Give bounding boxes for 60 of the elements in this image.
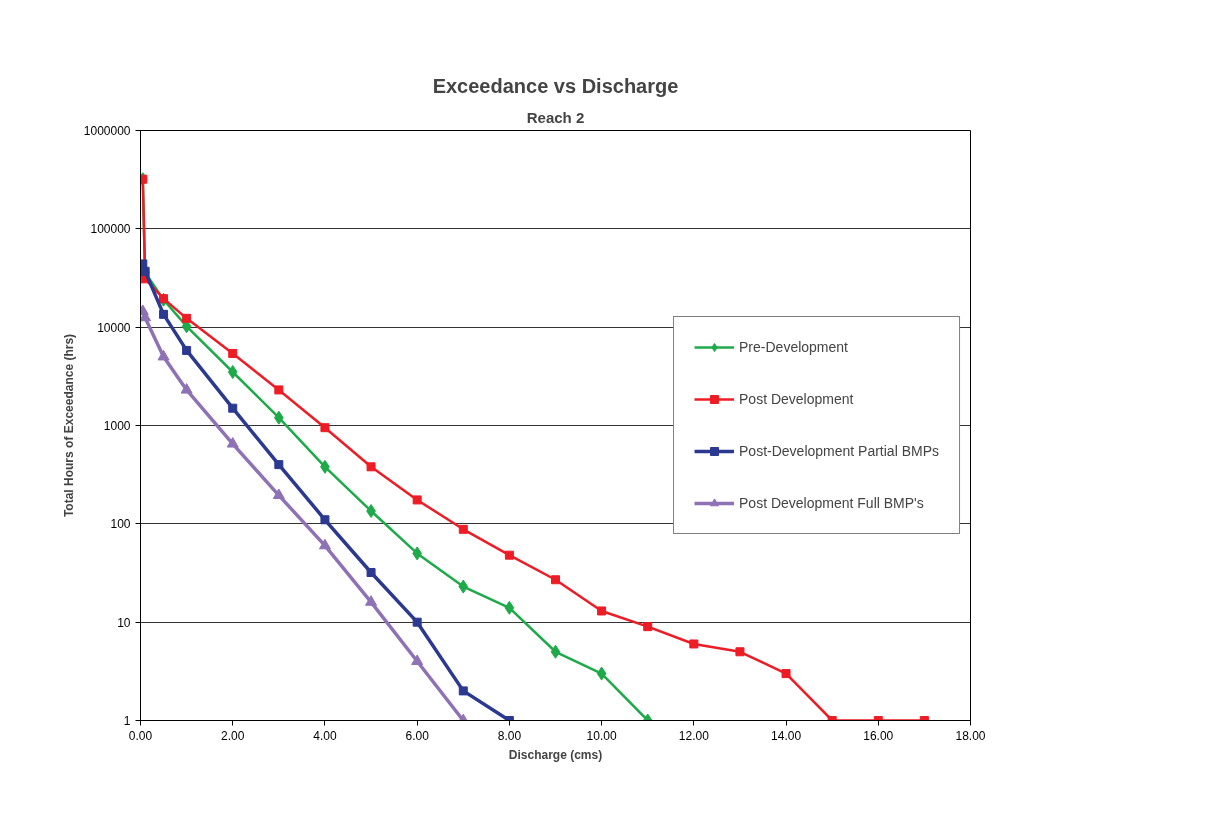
y-tick-label: 1000 — [103, 419, 131, 433]
legend-label: Post Development — [739, 391, 854, 407]
y-tick-label: 100 — [110, 517, 131, 532]
x-axis-title: Discharge (cms) — [508, 747, 603, 762]
point — [180, 383, 193, 394]
chart-title: Exceedance vs Discharge — [432, 74, 679, 97]
point — [320, 423, 330, 433]
point — [643, 622, 653, 632]
point — [365, 595, 378, 606]
y-tick-label: 1000000 — [83, 124, 131, 138]
point — [412, 495, 422, 505]
x-tick-label: 4.00 — [313, 728, 337, 743]
point — [781, 669, 791, 679]
point — [597, 606, 607, 616]
point — [182, 345, 192, 355]
point — [412, 617, 422, 627]
point — [689, 639, 699, 649]
point — [366, 567, 376, 577]
x-tick-label: 18.00 — [955, 728, 986, 743]
x-tick-label: 16.00 — [863, 728, 894, 743]
legend-label: Post-Development Partial BMPs — [739, 443, 939, 459]
point — [274, 460, 284, 470]
point — [550, 644, 561, 659]
x-tick-label: 10.00 — [586, 728, 617, 743]
point — [140, 266, 150, 276]
point — [411, 654, 424, 665]
y-axis-title: Total Hours of Exceedance (hrs) — [61, 333, 76, 518]
y-tick-label: 10 — [117, 615, 131, 630]
x-tick-label: 2.00 — [221, 728, 245, 743]
x-tick-label: 12.00 — [678, 728, 710, 743]
x-tick-label: 14.00 — [771, 728, 802, 743]
x-tick-label: 8.00 — [497, 728, 522, 743]
point — [227, 365, 238, 379]
legend-label: Post Development Full BMP's — [739, 495, 924, 511]
point — [504, 550, 514, 560]
legend-label: Pre-Development — [739, 339, 848, 355]
chart-subtitle: Reach 2 — [526, 108, 585, 126]
point — [274, 385, 284, 395]
point — [182, 313, 192, 323]
y-tick-label: 10000 — [97, 320, 131, 335]
point — [596, 666, 607, 681]
point — [458, 686, 468, 696]
point — [228, 348, 238, 358]
point — [504, 600, 515, 615]
x-tick-label: 0.00 — [128, 728, 153, 743]
point — [735, 647, 745, 657]
y-tick-label: 100000 — [90, 222, 131, 237]
point — [159, 309, 169, 319]
x-tick-label: 6.00 — [405, 728, 430, 743]
point — [228, 403, 238, 413]
point — [226, 437, 239, 448]
point — [318, 538, 331, 550]
point — [320, 515, 330, 525]
point — [272, 488, 285, 499]
point — [366, 462, 376, 472]
point — [157, 349, 170, 361]
point — [551, 575, 560, 585]
point — [458, 524, 468, 534]
point — [458, 579, 469, 594]
y-tick-label: 1 — [123, 714, 131, 728]
